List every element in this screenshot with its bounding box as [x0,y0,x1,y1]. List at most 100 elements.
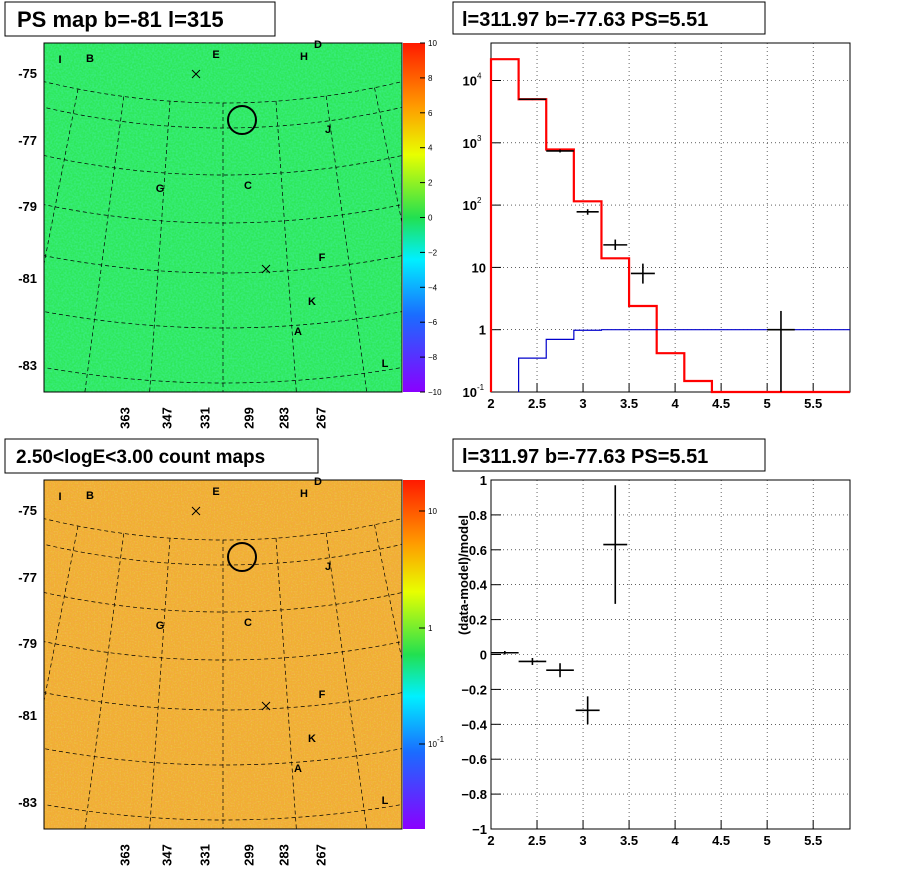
source-label: B [86,53,94,65]
source-label: H [300,488,308,500]
y-tick-label: 0.6 [469,543,487,558]
count-colorbar [403,480,425,829]
source-label: L [382,358,389,370]
source-label: H [300,51,308,63]
colorbar-tick-label: 2 [428,179,433,188]
lat-tick-label: -79 [18,636,37,651]
residual-point [518,657,547,665]
ps-map-panel: PS map b=-81 l=315 I B E DH J G C F K A L 10 8 6 4 2 0 −… [4,1,442,429]
lat-tick-label: -83 [18,358,37,373]
y-tick-label-base: 10 [472,260,486,275]
longitude-line [84,96,125,392]
colorbar-tick-label: 0 [428,214,433,223]
x-tick-label: 5 [764,833,771,848]
y-tick-label-base: 10 [463,136,477,151]
lon-tick-label: 299 [241,407,256,429]
y-tick-label-base: 10 [463,385,477,400]
x-tick-label: 2 [487,396,494,411]
y-tick-label: 10 3 [463,134,482,151]
lon-tick-label: 267 [313,407,328,429]
residual-panel: l=311.97 b=-77.63 PS=5.51 (data-model)/m… [452,438,851,848]
source-label: A [294,763,302,775]
y-tick-label: −0.8 [461,787,487,802]
colorbar-tick-label: −10 [428,388,442,397]
background-histogram [518,329,850,392]
residual-grid [490,479,850,830]
source-label: I [58,54,61,66]
cross-marker [191,506,201,516]
residual-frame [490,479,851,830]
lon-tick-label: 299 [241,844,256,866]
source-label: I [58,491,61,503]
colorbar-tick-label: −2 [428,248,438,257]
data-point [630,263,655,284]
residual-point [491,651,519,655]
source-label: L [382,795,389,807]
lat-tick-label: -81 [18,708,37,723]
lon-tick-label: 283 [276,407,291,429]
count-map-lon-ticks: 363 347 331 299 283 267 [117,844,328,866]
y-tick-label: 10 2 [463,196,482,213]
lon-tick-label: 267 [313,844,328,866]
colorbar-tick-label: 10 [428,740,437,749]
y-tick-label: 0 [480,648,487,663]
x-tick-label: 2 [487,833,494,848]
longitude-line [84,533,125,829]
colorbar-tick-label: 6 [428,109,433,118]
x-tick-label: 4.5 [712,396,730,411]
source-label: C [244,180,252,192]
source-label: E [212,486,219,498]
source-label: G [156,183,165,195]
longitude-line [149,538,171,829]
cross-marker [261,264,271,274]
source-label: E [212,49,219,61]
source-label: J [325,561,331,573]
data-point [576,209,599,215]
y-tick-label-exp: -1 [477,383,485,392]
lat-tick-label: -77 [18,570,37,585]
ps-map-overlay: I B E DH J G C F K A L [58,39,388,370]
longitude-line [275,101,297,392]
data-point [546,149,574,153]
x-tick-label: 3 [579,833,586,848]
x-tick-label: 5.5 [804,396,822,411]
y-tick-label: 1 [480,473,487,488]
cross-marker [261,701,271,711]
lat-tick-label: -79 [18,199,37,214]
data-point [518,98,547,101]
y-tick-label: 0.8 [469,508,487,523]
ps-map-title: PS map b=-81 l=315 [17,7,224,32]
colorbar-tick-label: 8 [428,74,433,83]
x-tick-label: 3.5 [620,396,638,411]
data-point [603,239,628,251]
source-label: D [314,39,322,51]
lat-tick-label: -77 [18,133,37,148]
residual-title-box [452,438,766,472]
x-tick-label: 2.5 [528,396,546,411]
spectrum-title: l=311.97 b=-77.63 PS=5.51 [462,9,708,31]
source-label: K [308,733,316,745]
longitude-line [325,532,368,829]
y-tick-label-exp: 2 [477,196,482,205]
residual-point [546,663,574,678]
colorbar-tick-label: 4 [428,144,433,153]
longitude-line [44,88,79,266]
x-tick-label: 4.5 [712,833,730,848]
source-label: C [244,617,252,629]
model-histogram [489,58,850,394]
count-map-title: 2.50<logE<3.00 count maps [16,447,265,468]
source-label: D [314,476,322,488]
x-tick-label: 4 [671,833,679,848]
ps-map-lon-ticks: 363 347 331 299 283 267 [117,407,328,429]
longitude-line [374,87,402,225]
residual-point [575,696,600,725]
y-tick-label-exp: 4 [477,72,482,81]
lon-tick-label: 347 [159,844,174,866]
y-tick-label: 10 4 [463,72,482,89]
colorbar-tick-label: 10 [428,507,437,516]
y-tick-label-base: 1 [479,323,486,338]
y-tick-label: 10 [472,260,486,275]
y-tick-label: 10 -1 [463,383,485,400]
